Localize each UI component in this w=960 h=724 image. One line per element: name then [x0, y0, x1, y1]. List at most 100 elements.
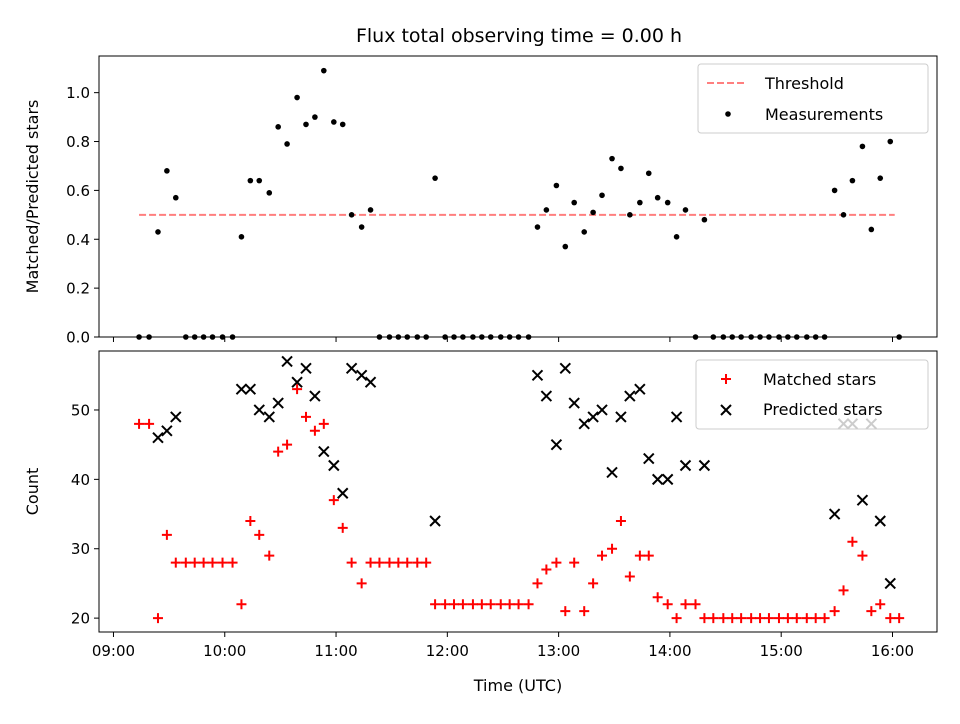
measurement-point	[172, 194, 179, 201]
matched-star-point	[819, 613, 830, 624]
predicted-star-point	[235, 383, 248, 395]
measurement-point	[247, 177, 254, 184]
matched-star-point	[236, 599, 247, 610]
x-tick-label: 16:00	[871, 642, 914, 660]
measurement-point	[571, 199, 578, 206]
measurement-point	[840, 212, 847, 218]
measurement-point	[645, 170, 652, 177]
measurement-point	[266, 190, 273, 196]
matched-star-point	[588, 578, 599, 589]
y-tick-label: 0.2	[66, 280, 90, 298]
y-tick-label: 0.0	[66, 329, 90, 347]
measurement-point	[609, 155, 615, 162]
measurement-point	[303, 121, 309, 128]
predicted-star-point	[587, 411, 599, 423]
matched-star-point	[457, 599, 468, 610]
matched-star-point	[504, 599, 515, 610]
matched-star-point	[718, 613, 729, 624]
predicted-star-point	[337, 487, 349, 499]
x-tick-label: 15:00	[760, 642, 803, 660]
predicted-star-point	[634, 383, 646, 395]
matched-star-point	[857, 550, 868, 561]
matched-star-point	[579, 606, 590, 617]
matched-star-point	[495, 599, 506, 610]
predicted-star-point	[670, 411, 683, 423]
matched-star-point	[551, 557, 562, 568]
matched-star-point	[847, 536, 858, 547]
matched-star-point	[328, 495, 339, 506]
matched-star-point	[356, 578, 367, 589]
measurement-point	[543, 207, 550, 213]
matched-star-point	[161, 529, 172, 540]
measurement-point	[432, 175, 438, 181]
measurement-point	[590, 209, 596, 216]
matched-star-point	[615, 515, 626, 526]
predicted-star-point	[856, 494, 869, 506]
matched-star-point	[374, 557, 385, 568]
matched-star-point	[690, 599, 701, 610]
matched-star-point	[894, 613, 905, 624]
measurement-point	[701, 216, 708, 223]
measurement-point	[673, 234, 680, 240]
predicted-star-point	[624, 390, 636, 402]
predicted-star-point	[643, 452, 655, 465]
predicted-star-point	[828, 508, 841, 520]
matched-star-point	[523, 599, 534, 610]
predicted-star-point	[291, 376, 303, 388]
y-tick-label: 30	[71, 540, 90, 558]
matched-star-point	[875, 599, 886, 610]
matched-star-point	[829, 606, 840, 617]
matched-star-point	[746, 613, 757, 624]
matched-star-point	[671, 613, 682, 624]
matched-star-point	[227, 557, 238, 568]
matched-star-point	[662, 599, 673, 610]
measurement-point	[348, 212, 355, 218]
y-tick-label: 50	[71, 401, 90, 419]
bottom-panel: 20 30 40 50 09:00 10:00 11:00 12:00 13:00 14:00 15…	[23, 350, 938, 695]
matched-star-point	[708, 613, 719, 624]
matched-star-point	[412, 557, 423, 568]
matched-star-point	[254, 529, 265, 540]
matched-star-point	[430, 599, 441, 610]
measurement-point	[358, 224, 365, 230]
y-axis-label: Matched/Predicted stars	[23, 100, 42, 294]
legend-box	[695, 359, 929, 430]
matched-star-point	[337, 522, 348, 533]
measurement-point	[831, 187, 838, 194]
predicted-star-point	[318, 445, 330, 458]
legend-threshold-label: Threshold	[764, 74, 844, 93]
top-panel: 0.0 0.2 0.4 0.6 0.8 1.0 Matched/Predicted star…	[23, 55, 938, 347]
matched-star-point	[634, 550, 645, 561]
matched-star-point	[485, 599, 496, 610]
matched-star-point	[763, 613, 774, 624]
x-axis-label: Time (UTC)	[473, 676, 562, 695]
matched-star-point	[736, 613, 747, 624]
y-tick-label: 0.8	[66, 133, 90, 151]
matched-star-point	[170, 557, 181, 568]
measurement-point	[682, 207, 689, 213]
matched-star-point	[144, 418, 155, 429]
matched-star-point	[134, 418, 145, 429]
matched-star-point	[365, 557, 376, 568]
matched-star-point	[755, 613, 766, 624]
x-tick-label: 14:00	[648, 642, 691, 660]
matched-star-point	[300, 411, 311, 422]
matched-star-point	[217, 557, 228, 568]
measurement-point	[238, 234, 245, 240]
matched-star-point	[180, 557, 191, 568]
predicted-star-point	[874, 515, 886, 527]
matched-star-point	[207, 557, 218, 568]
matched-star-point	[569, 557, 580, 568]
predicted-star-point	[355, 369, 368, 381]
predicted-star-point	[540, 390, 553, 402]
legend-predicted-swatch	[720, 404, 732, 416]
legend-predicted-label: Predicted stars	[763, 400, 883, 419]
measurement-point	[654, 194, 661, 201]
y-tick-label: 1.0	[66, 84, 90, 102]
y-tick-label: 20	[71, 610, 90, 628]
predicted-star-point	[170, 411, 182, 423]
matched-star-point	[885, 613, 896, 624]
predicted-star-point	[661, 473, 674, 486]
matched-star-point	[866, 606, 877, 617]
measurement-point	[284, 141, 290, 147]
